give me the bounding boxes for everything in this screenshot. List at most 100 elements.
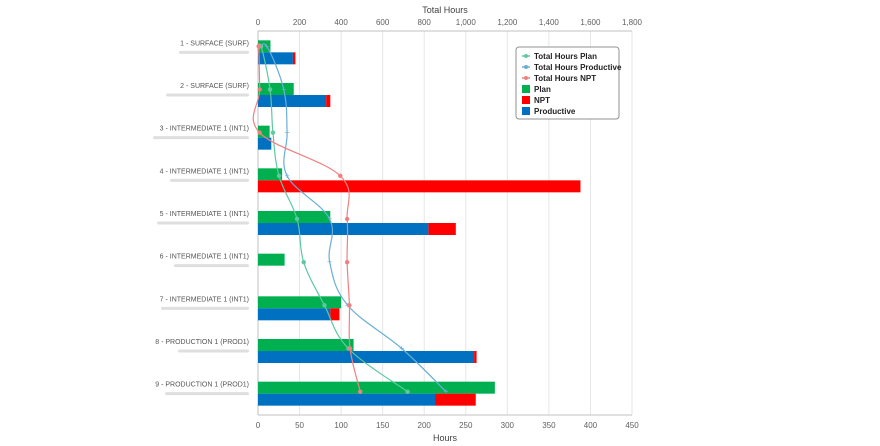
marker-plan <box>405 389 410 394</box>
category-labels: 1 - SURFACE (SURF) 2 - SURFACE (SURF) 3 - … <box>153 40 249 396</box>
axes: Total Hours Hours 0 50 100 150 200 250 300 350 4… <box>256 5 643 443</box>
bottom-tick-label: 400 <box>584 421 598 430</box>
category-label: 1 - SURFACE (SURF) <box>180 40 249 47</box>
category-label: 9 - PRODUCTION 1 (PROD1) <box>155 382 249 389</box>
marker-plan <box>267 87 273 92</box>
marker-npt <box>256 44 261 49</box>
marker-productive: + <box>284 171 289 181</box>
marker-npt <box>257 87 262 92</box>
marker-npt <box>344 216 350 222</box>
bottom-tick-label: 50 <box>295 421 304 430</box>
legend-item-label: NPT <box>534 96 550 105</box>
legend-box-swatch <box>522 85 530 93</box>
marker-productive: + <box>284 128 289 138</box>
legend-box <box>515 46 620 120</box>
line-total-hours-plan <box>257 43 408 393</box>
bottom-tick-label: 250 <box>459 421 473 430</box>
bottom-tick-label: 150 <box>376 421 390 430</box>
marker-npt <box>358 389 363 394</box>
top-tick-label: 1,200 <box>497 18 518 27</box>
redacted-sublabel <box>166 93 249 97</box>
line-total-hours-productive <box>257 43 447 393</box>
bar-plan <box>258 253 285 266</box>
top-tick-label: 600 <box>376 18 390 27</box>
bottom-tick-label: 350 <box>542 421 556 430</box>
marker-plan <box>276 173 282 179</box>
bar-plan <box>258 296 342 309</box>
bar-plan <box>258 339 354 351</box>
bar-npt <box>330 308 340 321</box>
bar-npt <box>292 52 296 65</box>
category-label: 3 - INTERMEDIATE 1 (INT1) <box>160 126 249 133</box>
marker-npt <box>257 130 262 135</box>
category-label: 2 - SURFACE (SURF) <box>180 83 249 90</box>
bar-npt <box>258 180 581 193</box>
bar-plan <box>258 83 294 95</box>
bar-plan <box>258 125 270 138</box>
bar-productive <box>258 351 475 363</box>
bar-plan <box>258 168 283 181</box>
bars <box>258 40 581 406</box>
bar-productive <box>258 137 272 150</box>
redacted-sublabel <box>170 178 249 182</box>
redacted-sublabel <box>161 306 249 310</box>
bottom-tick-label: 450 <box>625 421 639 430</box>
bottom-tick-label: 200 <box>418 421 432 430</box>
redacted-sublabel <box>174 264 249 268</box>
marker-plan <box>322 303 327 308</box>
legend-item-label: Total Hours Plan <box>534 52 597 61</box>
legend[interactable]: Total Hours Plan Total Hours Productive To… <box>515 46 622 120</box>
category-label: 4 - INTERMEDIATE 1 (INT1) <box>160 168 249 175</box>
bar-npt <box>326 95 331 107</box>
marker-npt <box>338 173 343 179</box>
marker-plan <box>301 259 306 265</box>
marker-productive: + <box>264 41 269 51</box>
marker-productive: + <box>281 85 286 95</box>
top-axis-title: Total Hours <box>422 5 468 15</box>
top-tick-label: 800 <box>418 18 432 27</box>
marker-npt <box>347 346 353 351</box>
bar-productive <box>258 223 429 235</box>
legend-item-label: Total Hours NPT <box>534 74 596 83</box>
top-tick-label: 1,800 <box>622 18 643 27</box>
redacted-sublabel <box>165 392 249 396</box>
top-tick-label: 1,000 <box>456 18 477 27</box>
marker-productive: + <box>327 214 332 224</box>
bottom-tick-label: 300 <box>501 421 515 430</box>
marker-productive: + <box>399 344 404 354</box>
marker-npt <box>347 303 352 308</box>
bottom-tick-label: 0 <box>256 421 261 430</box>
top-tick-label: 1,400 <box>539 18 560 27</box>
bar-plan <box>258 211 331 223</box>
bar-plan <box>258 40 271 53</box>
bar-npt <box>474 351 477 363</box>
legend-marker-swatch <box>524 54 528 58</box>
legend-marker-swatch <box>524 76 528 80</box>
top-tick-label: 0 <box>256 18 261 27</box>
category-label: 7 - INTERMEDIATE 1 (INT1) <box>160 296 249 303</box>
marker-plan <box>294 216 300 222</box>
bar-productive <box>258 95 327 107</box>
marker-productive: + <box>327 257 332 267</box>
marker-productive: + <box>443 387 448 397</box>
legend-item-label: Plan <box>534 85 551 94</box>
bar-productive <box>258 393 436 406</box>
bottom-axis-title: Hours <box>433 433 458 443</box>
legend-item-label: Total Hours Productive <box>534 63 622 72</box>
marker-npt <box>344 259 350 265</box>
bar-plan <box>258 381 495 394</box>
redacted-sublabel <box>179 50 249 54</box>
bar-productive <box>258 308 331 321</box>
bottom-tick-label: 100 <box>334 421 348 430</box>
category-label: 8 - PRODUCTION 1 (PROD1) <box>155 339 249 346</box>
legend-item-label: Productive <box>534 107 576 116</box>
legend-marker-swatch <box>524 65 528 69</box>
top-tick-label: 200 <box>293 18 307 27</box>
category-label: 5 - INTERMEDIATE 1 (INT1) <box>160 211 249 218</box>
redacted-sublabel <box>157 221 249 225</box>
bar-npt <box>428 223 456 235</box>
bar-npt <box>435 393 476 406</box>
cumulative-lines: +++++++++ <box>252 41 449 397</box>
legend-box-swatch <box>522 107 530 115</box>
